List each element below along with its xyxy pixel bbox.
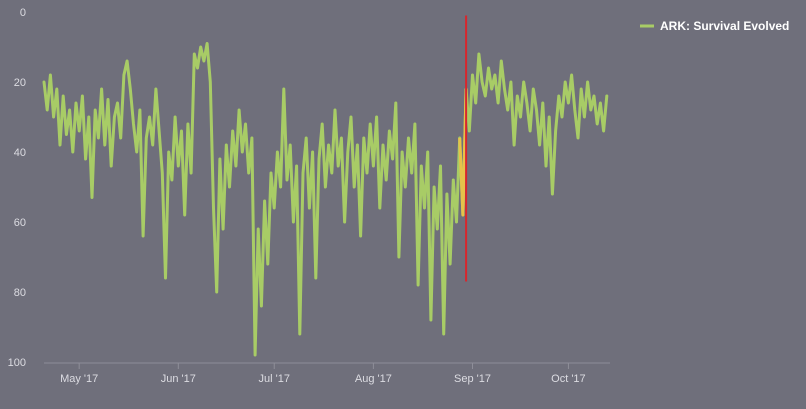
- plot-area: [42, 15, 609, 357]
- x-tick-label: May '17: [60, 373, 98, 385]
- highlighted-segment: [458, 88, 468, 217]
- y-tick-label: 100: [8, 357, 26, 369]
- x-tick-label: Oct '17: [551, 373, 586, 385]
- x-tick-label: Aug '17: [355, 373, 392, 385]
- x-axis: May '17 Jun '17 Jul '17 Aug '17 Sep '17 Oct '…: [44, 362, 610, 385]
- legend[interactable]: ARK: Survival Evolved: [640, 19, 789, 33]
- y-tick-label: 0: [20, 7, 26, 19]
- y-axis: 0 20 40 60 80 100: [8, 7, 26, 369]
- legend-label: ARK: Survival Evolved: [660, 19, 789, 33]
- y-tick-label: 60: [14, 217, 26, 229]
- series-line[interactable]: [42, 42, 609, 357]
- y-tick-label: 20: [14, 77, 26, 89]
- x-tick-label: Jun '17: [161, 373, 196, 385]
- y-tick-label: 40: [14, 147, 26, 159]
- y-tick-label: 80: [14, 287, 26, 299]
- x-tick-label: Jul '17: [259, 373, 290, 385]
- x-tick-label: Sep '17: [454, 373, 491, 385]
